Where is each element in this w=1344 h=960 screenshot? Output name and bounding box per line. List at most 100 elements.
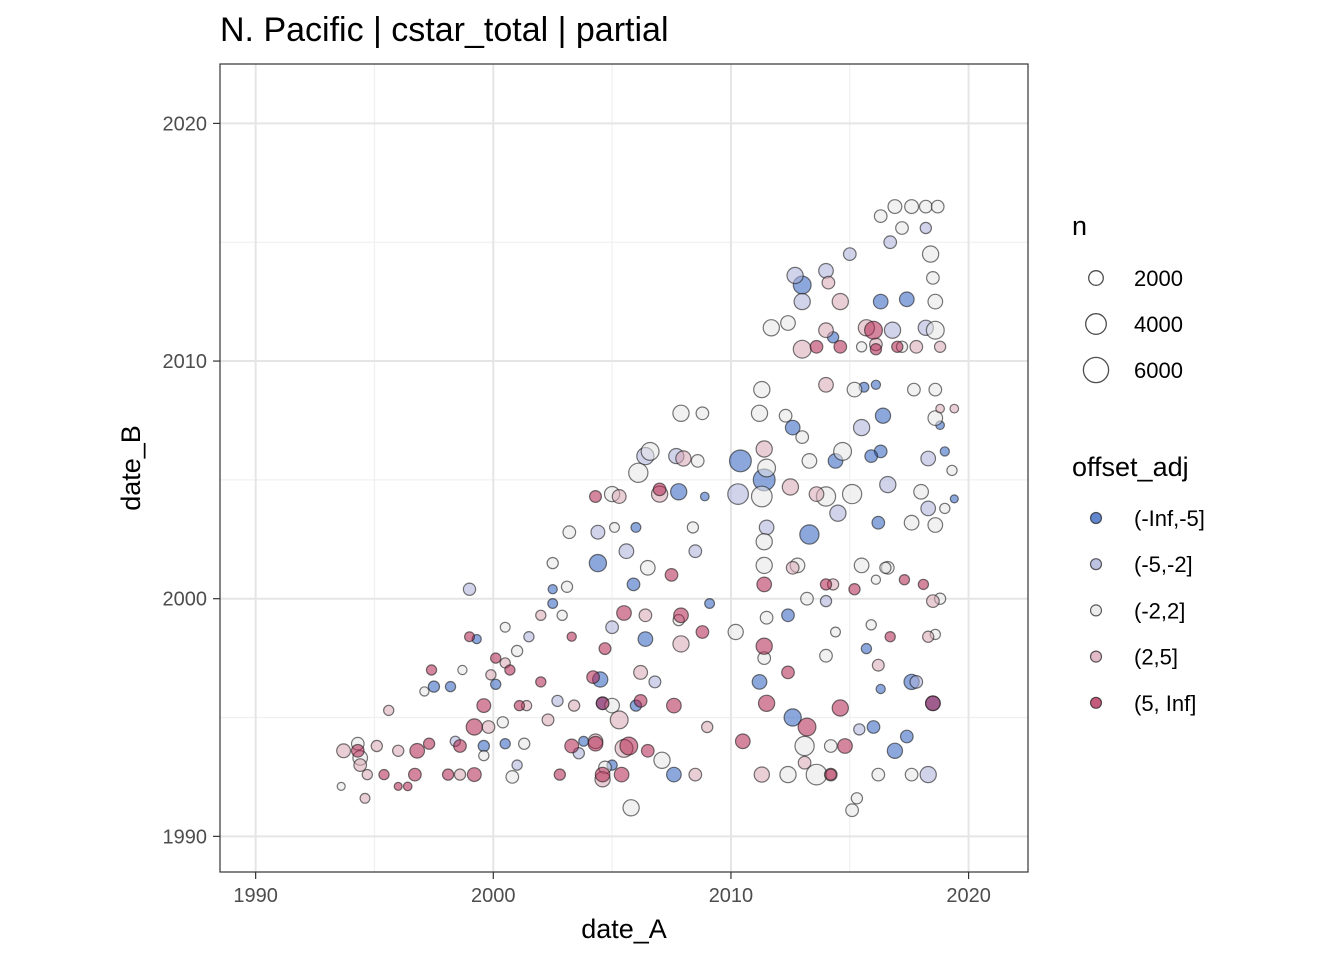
- data-point: [523, 631, 535, 643]
- color-legend-label: (2,5]: [1134, 645, 1178, 670]
- data-point: [926, 271, 940, 285]
- data-point: [879, 475, 897, 494]
- size-legend-label: 6000: [1134, 358, 1183, 383]
- data-point: [535, 676, 547, 688]
- data-point: [887, 199, 903, 215]
- data-point: [560, 580, 574, 594]
- data-point: [690, 454, 705, 468]
- data-point: [666, 766, 682, 783]
- data-point: [750, 404, 769, 422]
- data-point: [886, 742, 904, 760]
- data-point: [873, 209, 888, 224]
- data-point: [846, 381, 863, 398]
- data-point: [824, 768, 838, 781]
- data-point: [618, 543, 635, 560]
- data-point: [688, 544, 703, 559]
- data-point: [853, 557, 870, 574]
- data-point: [553, 768, 567, 781]
- data-point: [478, 749, 490, 762]
- data-point: [898, 574, 911, 586]
- data-point: [797, 717, 817, 737]
- data-point: [809, 339, 824, 354]
- y-tick-label: 2010: [163, 351, 208, 373]
- data-point: [895, 221, 909, 235]
- data-point: [818, 376, 834, 393]
- data-point: [588, 490, 602, 504]
- data-point: [490, 678, 502, 691]
- data-point: [872, 293, 889, 310]
- data-point: [675, 450, 692, 467]
- data-point: [865, 619, 877, 631]
- data-point: [797, 755, 812, 770]
- data-point: [758, 519, 775, 536]
- data-point: [874, 407, 892, 424]
- size-legend-key: [1088, 270, 1104, 286]
- data-point: [688, 767, 703, 782]
- data-point: [640, 441, 660, 461]
- data-point: [639, 559, 656, 576]
- data-point: [920, 450, 937, 467]
- data-point: [595, 696, 610, 711]
- size-legend-key: [1085, 313, 1107, 335]
- data-point: [652, 482, 667, 497]
- data-point: [819, 648, 833, 663]
- data-point: [928, 382, 943, 397]
- data-point: [753, 766, 771, 783]
- data-point: [841, 483, 863, 505]
- data-point: [831, 292, 850, 311]
- data-point: [823, 739, 838, 753]
- data-point: [879, 561, 892, 575]
- data-point: [481, 720, 496, 734]
- data-point: [466, 767, 482, 783]
- data-point: [485, 669, 497, 681]
- data-point: [578, 735, 590, 747]
- data-point: [870, 574, 882, 585]
- data-point: [850, 792, 864, 805]
- color-legend-label: (-2,2]: [1134, 598, 1185, 623]
- data-point: [933, 340, 947, 353]
- data-point: [392, 744, 405, 758]
- data-point: [842, 247, 857, 262]
- data-point: [734, 733, 751, 750]
- color-legend-key: [1089, 650, 1103, 663]
- data-point: [504, 664, 516, 676]
- data-point: [818, 262, 834, 279]
- data-point: [590, 524, 606, 540]
- data-point: [939, 502, 951, 515]
- data-point: [800, 591, 814, 606]
- data-point: [930, 199, 945, 214]
- data-point: [799, 524, 820, 545]
- y-tick-label: 2020: [163, 113, 208, 135]
- data-point: [562, 525, 577, 540]
- data-point: [883, 321, 902, 339]
- data-point: [518, 737, 531, 750]
- data-point: [513, 699, 526, 712]
- data-point: [871, 515, 886, 530]
- data-point: [608, 521, 620, 533]
- data-point: [755, 440, 773, 458]
- data-point: [499, 738, 511, 750]
- data-point: [755, 556, 773, 575]
- chart-title: N. Pacific | cstar_total | partial: [220, 11, 669, 49]
- gridlines: [220, 64, 1028, 872]
- data-point: [866, 720, 881, 734]
- data-point: [626, 577, 641, 592]
- data-point: [759, 610, 774, 625]
- data-point: [883, 235, 898, 250]
- data-point: [535, 609, 547, 622]
- data-point: [370, 739, 383, 753]
- data-point: [946, 464, 958, 477]
- x-tick-label: 1990: [233, 885, 278, 907]
- data-point: [393, 781, 403, 792]
- data-point: [611, 489, 627, 505]
- data-point: [594, 766, 611, 783]
- data-point: [551, 694, 564, 708]
- data-point: [884, 631, 896, 643]
- plot-panel: [220, 64, 1028, 872]
- data-point: [609, 710, 629, 730]
- data-point: [818, 322, 834, 339]
- data-point: [922, 630, 935, 643]
- data-point: [855, 341, 868, 353]
- color-legend-label: (5, Inf]: [1134, 691, 1196, 716]
